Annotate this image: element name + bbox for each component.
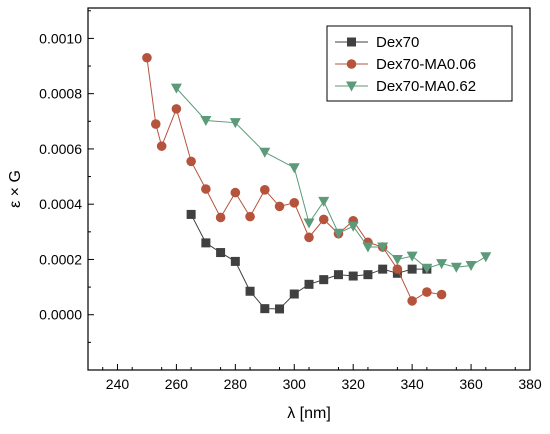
- data-point: [289, 198, 300, 208]
- data-point: [391, 254, 403, 265]
- data-point: [216, 248, 226, 258]
- data-point: [201, 238, 211, 248]
- data-point: [201, 184, 211, 194]
- data-point: [230, 187, 241, 198]
- data-point: [348, 271, 358, 281]
- data-point: [200, 115, 212, 126]
- data-point: [186, 209, 196, 219]
- data-point: [450, 262, 462, 273]
- series-line: [190, 214, 427, 310]
- data-point: [347, 221, 359, 232]
- data-point: [304, 279, 314, 289]
- data-point: [377, 242, 389, 253]
- legend-label: Dex70: [376, 34, 419, 51]
- data-point: [318, 196, 330, 207]
- x-tick-label: 280: [224, 376, 248, 392]
- y-tick-label: 0.0004: [39, 196, 82, 212]
- data-point: [318, 214, 329, 225]
- y-tick-label: 0.0002: [39, 251, 82, 267]
- data-point: [333, 270, 343, 280]
- data-point: [245, 211, 255, 222]
- data-point: [274, 201, 285, 212]
- data-point: [465, 261, 477, 272]
- data-point: [407, 296, 417, 306]
- series-line: [146, 57, 442, 302]
- y-axis-ticks: 0.0000 0.0002 0.0004 0.0006 0.0008 0.0010: [39, 10, 94, 343]
- x-tick-label: 300: [283, 376, 307, 392]
- data-point: [304, 232, 314, 243]
- legend-swatch-marker: [346, 59, 357, 69]
- data-point: [186, 156, 196, 167]
- legend-label: Dex70-MA0.06: [376, 56, 476, 73]
- series-line: [176, 87, 487, 269]
- data-point: [319, 275, 329, 285]
- x-axis-ticks: 240 260 280 300 320 340 360 380: [102, 364, 542, 392]
- legend-label: Dex70-MA0.62: [376, 78, 476, 95]
- data-point: [332, 228, 344, 239]
- series-dex70-ma0-62: [170, 83, 492, 274]
- legend: Dex70 Dex70-MA0.06 Dex70-MA0.62: [326, 25, 513, 102]
- data-point: [436, 259, 448, 270]
- data-point: [362, 242, 374, 253]
- data-point: [422, 287, 432, 297]
- data-point: [259, 147, 271, 158]
- data-point: [289, 289, 299, 299]
- data-point: [142, 52, 152, 63]
- data-point: [230, 256, 240, 266]
- legend-swatch-marker: [347, 37, 356, 47]
- series-dex70: [186, 209, 432, 314]
- data-point: [156, 141, 167, 151]
- y-tick-label: 0.0000: [39, 307, 82, 323]
- data-point: [171, 104, 182, 114]
- data-point: [378, 264, 388, 274]
- data-point: [480, 252, 492, 263]
- legend-swatch-marker: [346, 81, 357, 92]
- x-tick-label: 380: [518, 376, 542, 392]
- y-tick-label: 0.0006: [39, 141, 82, 157]
- x-tick-label: 360: [459, 376, 483, 392]
- data-point: [303, 218, 315, 229]
- data-point: [275, 304, 285, 314]
- series-layer: [142, 52, 492, 314]
- data-point: [407, 264, 417, 274]
- y-axis-title: ε × G: [7, 170, 24, 208]
- data-point: [215, 212, 226, 223]
- x-tick-label: 320: [342, 376, 366, 392]
- x-axis-title: λ [nm]: [287, 405, 331, 422]
- data-point: [150, 119, 161, 129]
- data-point: [260, 185, 270, 195]
- x-tick-label: 240: [106, 376, 130, 392]
- y-tick-label: 0.0008: [39, 86, 82, 102]
- data-point: [260, 304, 270, 314]
- data-point: [229, 118, 241, 129]
- data-point: [392, 264, 403, 274]
- data-point: [245, 286, 255, 296]
- series-dex70-ma0-06: [142, 52, 447, 306]
- data-point: [363, 270, 373, 280]
- data-point: [421, 263, 433, 274]
- x-tick-label: 340: [400, 376, 424, 392]
- data-point: [406, 251, 418, 262]
- data-point: [436, 289, 447, 300]
- x-tick-label: 260: [165, 376, 189, 392]
- data-point: [288, 163, 300, 174]
- data-point: [170, 83, 182, 94]
- y-tick-label: 0.0010: [39, 30, 82, 46]
